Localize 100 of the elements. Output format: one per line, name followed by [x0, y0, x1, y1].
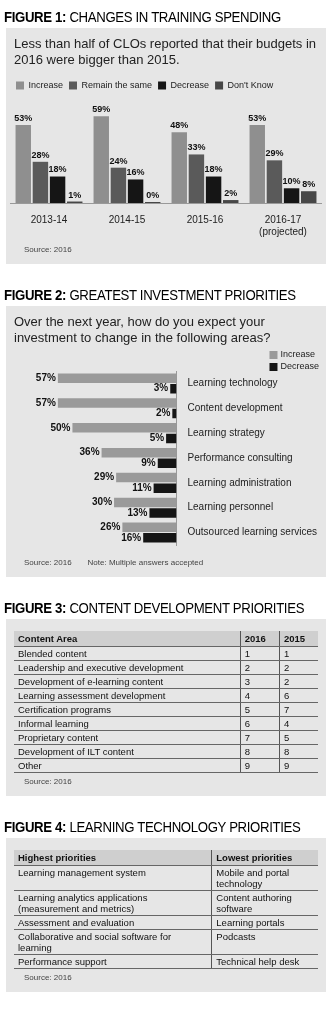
data-label: 6 [240, 716, 280, 731]
data-label: 9 [240, 758, 280, 773]
data-label: 26% [100, 521, 121, 533]
y-tick-label: Learning assessment development [14, 688, 241, 703]
source-note: Source: 2016 [24, 558, 72, 568]
data-label: 8 [240, 744, 280, 759]
y-tick-label: Proprietary content [14, 730, 241, 745]
y-tick-label: Other [14, 758, 241, 773]
data-label: 57% [35, 372, 56, 384]
y-tick-label: Learning administration [187, 476, 292, 488]
chart-title: FIGURE 3: CONTENT DEVELOPMENT PRIORITIES [4, 599, 305, 617]
data-label: 5% [149, 432, 165, 444]
data-label: 11% [132, 482, 152, 494]
data-label: 57% [35, 397, 56, 409]
data-label: 4 [279, 716, 318, 731]
x-tick-label: 2016 [240, 631, 280, 647]
text: Learning portals [216, 917, 285, 929]
y-tick-label: Learning strategy [187, 427, 265, 439]
data-label: 2% [155, 407, 171, 419]
x-tick-label: 2014-15 [108, 213, 146, 225]
data-label: 7 [279, 702, 318, 717]
legend-label: Don't Know [227, 80, 274, 91]
data-label: 29% [94, 471, 115, 483]
data-label: 18% [48, 164, 67, 175]
data-label: 2% [224, 188, 238, 199]
data-label: 2 [279, 660, 318, 675]
y-tick-label: Content development [187, 402, 283, 414]
y-tick-label: Performance consulting [187, 452, 293, 464]
text: Content authoring software [216, 892, 292, 915]
data-label: 6 [279, 688, 318, 703]
data-label: 2 [240, 660, 280, 675]
source-note: Source: 2016 [24, 973, 72, 983]
data-label: 10% [282, 176, 301, 187]
data-label: 3% [153, 382, 169, 394]
data-label: 59% [92, 104, 111, 115]
data-label: 50% [50, 421, 71, 433]
text: Collaborative and social software for learning [18, 931, 172, 954]
text: Mobile and portal technology [216, 867, 290, 890]
data-label: 5 [240, 702, 280, 717]
data-label: 9 [279, 758, 318, 773]
y-tick-label: Development of e-learning content [14, 674, 241, 689]
legend-label: Increase [280, 349, 316, 360]
data-label: 1 [240, 646, 280, 661]
data-label: 16% [126, 167, 145, 178]
text: Assessment and evaluation [18, 917, 135, 929]
data-label: 5 [279, 730, 318, 745]
data-label: 48% [170, 120, 189, 131]
y-tick-label: Outsourced learning services [187, 526, 318, 538]
data-label: 33% [187, 142, 206, 153]
data-label: 8 [279, 744, 318, 759]
legend-label: Remain the same [81, 80, 153, 91]
text: Learning management system [18, 867, 146, 879]
text: Technical help desk [216, 956, 300, 968]
data-label: 2 [279, 674, 318, 689]
data-label: 24% [109, 155, 128, 166]
text: Performance support [18, 956, 107, 968]
legend-label: Decrease [170, 80, 210, 91]
y-tick-label: Blended content [14, 646, 241, 661]
data-label: 4 [240, 688, 280, 703]
data-label: 0% [146, 190, 160, 201]
data-label: 36% [79, 446, 100, 458]
data-label: 7 [240, 730, 280, 745]
data-label: 1% [68, 189, 82, 200]
x-tick-label: 2013-14 [30, 213, 68, 225]
data-label: 16% [121, 531, 142, 543]
data-label: 1 [279, 646, 318, 661]
data-label: 29% [265, 148, 284, 159]
y-tick-label: Development of ILT content [14, 744, 241, 759]
chart-title: FIGURE 1: CHANGES IN TRAINING SPENDING [4, 8, 282, 25]
x-tick-label: 2015-16 [186, 213, 224, 225]
y-tick-label: Leadership and executive development [14, 660, 241, 675]
text: Note: Multiple answers accepted [87, 558, 204, 568]
source-note: Source: 2016 [24, 777, 72, 787]
data-label: 30% [92, 496, 113, 508]
y-tick-label: Learning technology [187, 377, 278, 389]
text: Learning analytics applications (measurement and metrics) [18, 892, 148, 915]
y-tick-label: Learning personnel [187, 501, 274, 513]
data-label: 3 [240, 674, 280, 689]
chart-subtitle: Less than half of CLOs reported that their budgets in 2016 were bigger than 2015. [14, 36, 318, 68]
data-label: 18% [204, 164, 223, 175]
data-label: 13% [127, 507, 148, 519]
source-note: Source: 2016 [24, 245, 72, 255]
legend-label: Decrease [280, 361, 320, 372]
chart-title: FIGURE 2: GREATEST INVESTMENT PRIORITIES [4, 286, 296, 304]
y-tick-label: Certification programs [14, 702, 241, 717]
chart-subtitle: Over the next year, how do you expect your investment to change in the following areas? [14, 314, 272, 346]
text: FIGURE 4: LEARNING TECHNOLOGY PRIORITIES [4, 818, 301, 836]
data-label: 53% [248, 113, 267, 124]
data-label: 8% [302, 179, 316, 190]
x-tick-label: 2015 [279, 631, 318, 647]
category-label: Highest priorities [14, 850, 212, 866]
data-label: 53% [14, 113, 33, 124]
legend-label: Increase [28, 80, 64, 91]
data-label: 9% [141, 457, 156, 469]
y-axis-title: Content Area [14, 631, 241, 647]
data-label: 28% [31, 149, 50, 160]
category-label: Lowest priorities [211, 850, 318, 866]
x-tick-label: 2016-17 (projected) [259, 213, 307, 237]
y-tick-label: Informal learning [14, 716, 241, 731]
text: Podcasts [216, 931, 256, 943]
